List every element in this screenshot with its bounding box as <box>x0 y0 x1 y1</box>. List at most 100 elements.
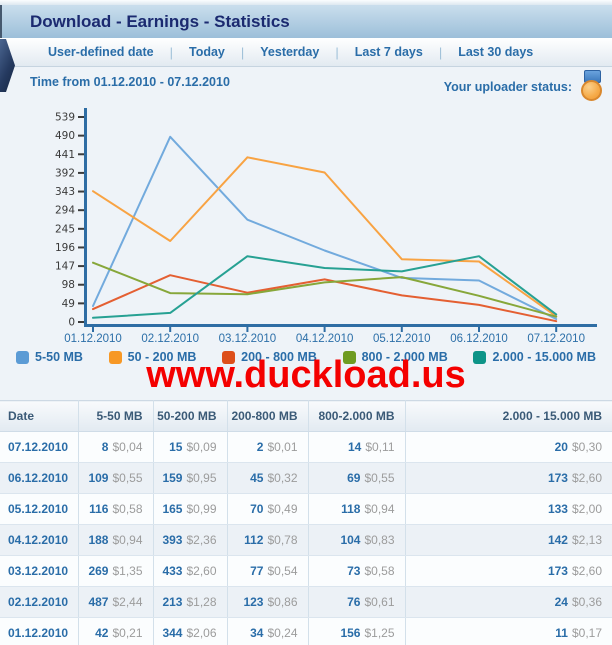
amount-value: $0,11 <box>365 440 395 454</box>
earnings-table: Date 5-50 MB 50-200 MB 200-800 MB 800-2.000 … <box>0 400 612 645</box>
count-value: 8 <box>101 440 109 454</box>
legend-label: 50 - 200 MB <box>127 350 197 364</box>
stat-cell: 116 $0,58 <box>78 493 154 525</box>
stat-cell: 76 $0,61 <box>308 586 406 618</box>
count-value: 73 <box>347 564 361 578</box>
stat-cell: 20 $0,30 <box>405 431 612 463</box>
stat-cell: 2 $0,01 <box>227 431 309 463</box>
count-value: 156 <box>340 626 361 640</box>
y-axis-label: 343 <box>55 186 75 198</box>
amount-value: $2,60 <box>186 564 217 578</box>
stat-cell: 173 $2,60 <box>405 555 612 587</box>
date-cell: 02.12.2010 <box>0 586 79 618</box>
date-cell: 04.12.2010 <box>0 524 79 556</box>
stat-cell: 165 $0,99 <box>153 493 228 525</box>
date-cell: 06.12.2010 <box>0 462 79 494</box>
table-row: 04.12.2010 188 $0,94 393 $2,36 112 $0,78 104 $0,… <box>0 524 612 556</box>
x-axis-label: 03.12.2010 <box>219 333 277 345</box>
stat-cell: 104 $0,83 <box>308 524 406 556</box>
amount-value: $0,55 <box>112 471 143 485</box>
stat-cell: 344 $2,06 <box>153 617 228 645</box>
count-value: 109 <box>88 471 109 485</box>
tab-today[interactable]: Today <box>188 45 225 59</box>
count-value: 20 <box>554 440 568 454</box>
stat-cell: 69 $0,55 <box>308 462 406 494</box>
table-row: 06.12.2010 109 $0,55 159 $0,95 45 $0,32 69 $0,55… <box>0 462 612 494</box>
legend-item-5-50-mb: 5-50 MB <box>16 350 83 364</box>
count-value: 2 <box>256 440 264 454</box>
y-axis-label: 294 <box>55 205 75 217</box>
legend-label: 800 - 2.000 MB <box>361 350 448 364</box>
legend-item-2-000-15-000-mb: 2.000 - 15.000 MB <box>473 350 596 364</box>
amount-value: $0,94 <box>364 502 395 516</box>
amount-value: $0,54 <box>267 564 298 578</box>
chart-legend: 5-50 MB 50 - 200 MB 200 - 800 MB 800 - 2.00… <box>0 348 612 366</box>
table-row: 01.12.2010 42 $0,21 344 $2,06 34 $0,24 156 $1,25… <box>0 617 612 645</box>
series-line-50-200-mb <box>92 156 558 318</box>
stat-cell: 24 $0,36 <box>405 586 612 618</box>
content-area: Time from 01.12.2010 - 07.12.2010 Your u… <box>0 67 612 645</box>
count-value: 173 <box>547 564 568 578</box>
uploader-status-medal-icon[interactable] <box>579 70 605 103</box>
count-value: 69 <box>347 471 361 485</box>
y-axis-label: 490 <box>55 130 75 142</box>
count-value: 70 <box>250 502 264 516</box>
amount-value: $0,83 <box>364 533 395 547</box>
count-value: 14 <box>348 440 362 454</box>
legend-item-200-800-mb: 200 - 800 MB <box>222 350 317 364</box>
amount-value: $0,30 <box>571 440 602 454</box>
stat-cell: 393 $2,36 <box>153 524 228 556</box>
x-axis-label: 01.12.2010 <box>64 333 122 345</box>
count-value: 269 <box>88 564 109 578</box>
chart-svg: 0 49 98 147 196 245 294 343 392 441 490 539 01.12.20… <box>55 108 597 345</box>
stat-cell: 487 $2,44 <box>78 586 154 618</box>
series-line-200-800-mb <box>92 274 558 323</box>
tab-user-defined-date[interactable]: User-defined date <box>48 45 154 59</box>
count-value: 159 <box>162 471 183 485</box>
stat-cell: 14 $0,11 <box>308 431 406 463</box>
stat-cell: 8 $0,04 <box>78 431 154 463</box>
y-axis-label: 539 <box>55 112 75 124</box>
x-axis-label: 04.12.2010 <box>296 333 354 345</box>
count-value: 45 <box>250 471 264 485</box>
amount-value: $0,04 <box>112 440 143 454</box>
legend-label: 5-50 MB <box>35 350 83 364</box>
date-range-tab-bar: User-defined date | Today | Yesterday | Last 7… <box>0 38 612 67</box>
tab-last-30-days[interactable]: Last 30 days <box>458 45 534 59</box>
column-header-800-2-000-mb: 800-2.000 MB <box>308 400 406 432</box>
tab-separator: | <box>169 44 173 60</box>
amount-value: $0,01 <box>267 440 298 454</box>
amount-value: $0,86 <box>267 595 298 609</box>
legend-swatch-icon <box>342 350 356 364</box>
count-value: 34 <box>250 626 264 640</box>
table-row: 03.12.2010 269 $1,35 433 $2,60 77 $0,54 73 $0,58… <box>0 555 612 587</box>
amount-value: $0,09 <box>186 440 217 454</box>
count-value: 104 <box>340 533 361 547</box>
stat-cell: 433 $2,60 <box>153 555 228 587</box>
tab-last-7-days[interactable]: Last 7 days <box>354 45 423 59</box>
series-line-800-2-000-mb <box>92 261 558 318</box>
stat-cell: 213 $1,28 <box>153 586 228 618</box>
stat-cell: 123 $0,86 <box>227 586 309 618</box>
amount-value: $0,95 <box>186 471 217 485</box>
legend-item-50-200-mb: 50 - 200 MB <box>108 350 197 364</box>
stat-cell: 73 $0,58 <box>308 555 406 587</box>
stat-cell: 112 $0,78 <box>227 524 309 556</box>
stat-cell: 34 $0,24 <box>227 617 309 645</box>
column-header-5-50-mb: 5-50 MB <box>78 400 154 432</box>
amount-value: $2,60 <box>571 471 602 485</box>
y-axis-label: 98 <box>62 279 75 291</box>
amount-value: $0,55 <box>364 471 395 485</box>
count-value: 433 <box>162 564 183 578</box>
page-title: Download - Earnings - Statistics <box>30 11 290 31</box>
tab-yesterday[interactable]: Yesterday <box>260 45 320 59</box>
amount-value: $0,17 <box>571 626 602 640</box>
table-row: 05.12.2010 116 $0,58 165 $0,99 70 $0,49 118 $0,9… <box>0 493 612 525</box>
stat-cell: 42 $0,21 <box>78 617 154 645</box>
count-value: 24 <box>554 595 568 609</box>
amount-value: $1,28 <box>186 595 217 609</box>
count-value: 213 <box>162 595 183 609</box>
y-axis-label: 147 <box>55 261 75 273</box>
amount-value: $2,00 <box>571 502 602 516</box>
count-value: 188 <box>88 533 109 547</box>
